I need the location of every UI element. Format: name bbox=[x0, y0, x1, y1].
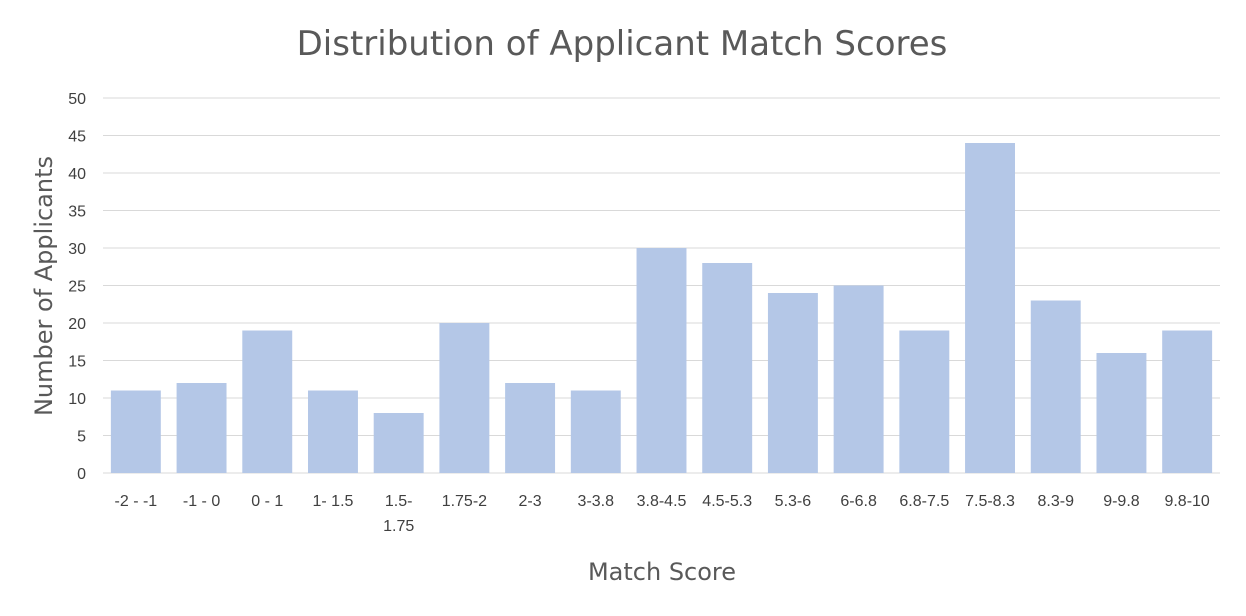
x-axis-title: Match Score bbox=[588, 558, 736, 586]
bar bbox=[1162, 330, 1213, 473]
x-tick-label: 3-3.8 bbox=[578, 493, 615, 510]
bars bbox=[110, 143, 1213, 473]
x-tick-label: 0 - 1 bbox=[251, 493, 283, 510]
bar bbox=[110, 390, 161, 473]
y-tick-label: 35 bbox=[68, 204, 86, 221]
bar bbox=[505, 383, 556, 473]
bar bbox=[899, 330, 950, 473]
y-axis-ticks: 0 5 10 15 20 25 30 35 40 45 50 bbox=[68, 91, 86, 483]
x-tick-label: 1.5-1.75 bbox=[383, 493, 414, 535]
bar bbox=[636, 248, 687, 473]
bar bbox=[767, 293, 818, 473]
x-tick-label: 1.75-2 bbox=[442, 493, 487, 510]
x-tick-label: -1 - 0 bbox=[183, 493, 220, 510]
y-tick-label: 15 bbox=[68, 354, 86, 371]
x-tick-label: 9-9.8 bbox=[1103, 493, 1140, 510]
x-tick-label: 2-3 bbox=[519, 493, 542, 510]
y-tick-label: 50 bbox=[68, 91, 86, 108]
x-tick-label: 3.8-4.5 bbox=[637, 493, 687, 510]
y-tick-label: 25 bbox=[68, 279, 86, 296]
bar bbox=[439, 323, 490, 473]
chart-title: Distribution of Applicant Match Scores bbox=[297, 24, 948, 64]
bar bbox=[308, 390, 358, 473]
x-tick-label: 7.5-8.3 bbox=[965, 493, 1015, 510]
x-tick-label: 5.3-6 bbox=[775, 493, 812, 510]
y-tick-label: 10 bbox=[68, 391, 86, 408]
y-tick-label: 40 bbox=[68, 166, 86, 183]
x-tick-label: 8.3-9 bbox=[1038, 493, 1075, 510]
x-tick-label: 1- 1.5 bbox=[313, 493, 354, 510]
y-tick-label: 30 bbox=[68, 241, 86, 258]
y-tick-label: 20 bbox=[68, 316, 86, 333]
bar bbox=[373, 413, 424, 473]
bar bbox=[176, 383, 227, 473]
y-tick-label: 5 bbox=[77, 429, 86, 446]
x-tick-label: -2 - -1 bbox=[115, 493, 158, 510]
x-tick-label: 6.8-7.5 bbox=[899, 493, 949, 510]
bar bbox=[965, 143, 1015, 473]
bar bbox=[242, 330, 293, 473]
x-tick-label: 4.5-5.3 bbox=[702, 493, 752, 510]
bar bbox=[1030, 300, 1081, 473]
x-tick-label: 9.8-10 bbox=[1164, 493, 1209, 510]
x-tick-label: 6-6.8 bbox=[840, 493, 877, 510]
bar bbox=[570, 390, 621, 473]
bar bbox=[702, 263, 753, 473]
y-tick-label: 0 bbox=[77, 466, 86, 483]
bar bbox=[833, 285, 884, 473]
y-tick-label: 45 bbox=[68, 129, 86, 146]
bar bbox=[1096, 353, 1147, 473]
x-axis-ticks: -2 - -1 -1 - 0 0 - 1 1- 1.5 1.5-1.75 1.75-2 2-… bbox=[115, 493, 1210, 535]
y-axis-title: Number of Applicants bbox=[30, 156, 58, 416]
